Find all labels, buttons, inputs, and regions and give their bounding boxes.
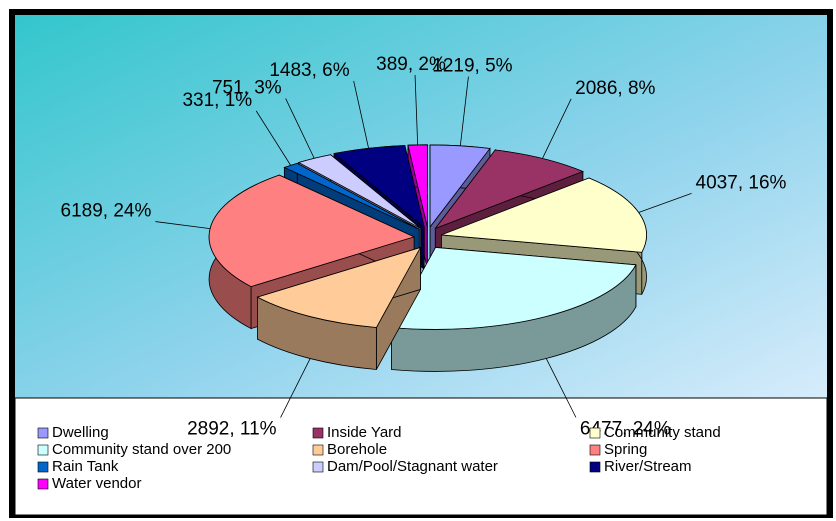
- data-label: 4037, 16%: [696, 172, 787, 193]
- leader-line: [285, 98, 315, 159]
- slice: [407, 144, 428, 227]
- slice: [434, 149, 584, 230]
- leader-line: [255, 110, 292, 166]
- data-label: 2892, 11%: [187, 419, 277, 440]
- data-label: 389, 2%: [376, 54, 446, 75]
- pie: 1219, 5% 2086, 8% 4037, 16% 6477, 24% 2892, …: [61, 54, 787, 440]
- leader-line: [638, 192, 692, 213]
- slice: [441, 177, 647, 253]
- legend-label: Community stand: [604, 424, 721, 441]
- legend-label: Water vendor: [52, 475, 141, 492]
- data-label: 2086, 8%: [575, 78, 655, 99]
- leader-line: [414, 74, 419, 145]
- data-label: 6477, 24%: [580, 418, 671, 439]
- data-label: 331, 1%: [182, 90, 252, 111]
- legend-swatch: [37, 427, 49, 439]
- data-label: 1219, 5%: [432, 56, 512, 77]
- leader-line: [459, 76, 469, 146]
- slice: [390, 247, 637, 330]
- legend: Dwelling Inside Yard Community stand Commun…: [37, 424, 721, 492]
- legend-swatch: [589, 427, 601, 439]
- legend-swatch: [37, 461, 49, 473]
- legend-label: Inside Yard: [327, 424, 402, 441]
- legend-swatch: [312, 444, 324, 456]
- legend-swatch: [37, 444, 49, 456]
- legend-label: Spring: [604, 441, 647, 458]
- slice: [333, 145, 425, 229]
- legend-label: Dam/Pool/Stagnant water: [327, 458, 498, 475]
- legend-label: Borehole: [327, 441, 387, 458]
- legend-swatch: [312, 461, 324, 473]
- data-label: 1483, 6%: [269, 60, 349, 81]
- legend-swatch: [589, 461, 601, 473]
- leader-line: [353, 80, 369, 149]
- legend-label: Dwelling: [52, 424, 109, 441]
- slice: [283, 162, 420, 230]
- slice: [256, 246, 422, 328]
- legend-label: River/Stream: [604, 458, 692, 475]
- leader-line: [155, 221, 211, 230]
- leader-line: [542, 98, 572, 159]
- legend-swatch: [37, 478, 49, 490]
- leader-line: [545, 358, 577, 418]
- leader-line: [280, 358, 311, 418]
- legend-swatch: [589, 444, 601, 456]
- legend-box: [14, 397, 828, 516]
- legend-swatch: [312, 427, 324, 439]
- legend-label: Community stand over 200: [52, 441, 231, 458]
- slice: [208, 174, 416, 288]
- legend-label: Rain Tank: [52, 458, 119, 475]
- data-label: 751, 3%: [212, 78, 282, 99]
- data-label: 6189, 24%: [61, 201, 152, 222]
- slice: [429, 144, 491, 229]
